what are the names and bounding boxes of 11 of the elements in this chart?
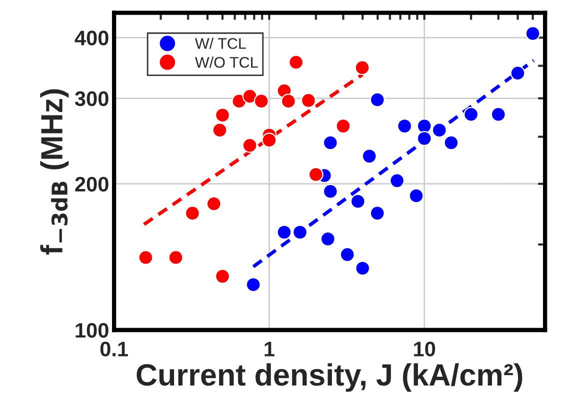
x-tick-label: 0.1 [100,342,128,356]
y-tick-label: 400 [74,30,108,46]
legend-label: W/O TCL [195,56,258,68]
y-tick-label: 300 [74,91,108,106]
x-tick-label: 1 [264,342,274,356]
y-tick-label: 200 [75,176,108,192]
y-axis-title: f$_{−3dB}$ (MHz) [40,89,69,255]
y-tick-label: 100 [76,323,108,338]
x-axis-title: Current density, J (kA/cm²) [136,363,522,392]
x-tick-label: 10 [414,342,436,356]
legend-label: W/ TCL [195,38,246,49]
